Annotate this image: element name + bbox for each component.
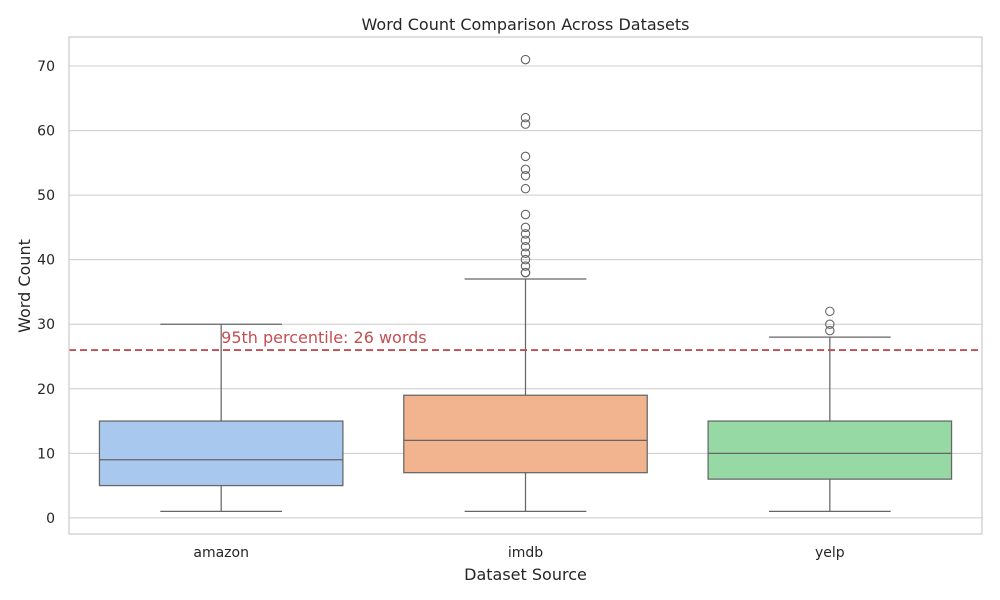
outlier-point: [520, 183, 531, 194]
y-tick-label: 60: [37, 124, 55, 140]
outlier-point: [825, 325, 835, 336]
y-tick-label: 20: [37, 382, 55, 398]
box-amazon: [98, 323, 344, 513]
box-iqr: [403, 394, 648, 474]
y-axis-title: Word Count: [15, 239, 34, 333]
outlier-point: [520, 151, 531, 162]
y-tick-label: 50: [37, 188, 55, 204]
reference-line-label: 95th percentile: 26 words: [221, 328, 426, 347]
y-tick-labels: 0 10 20 30 40 50 60 70: [37, 59, 55, 527]
outlier-point: [520, 112, 531, 123]
outlier-point: [520, 54, 531, 65]
outlier-point: [520, 164, 531, 175]
outlier-point: [520, 229, 531, 239]
outlier-point: [520, 171, 531, 181]
x-axis-title: Dataset Source: [464, 565, 587, 584]
outlier-point: [520, 242, 531, 252]
box-plots: [98, 54, 953, 513]
outlier-point: [520, 261, 531, 271]
box-iqr: [707, 420, 953, 480]
reference-line-group: 95th percentile: 26 words: [69, 328, 982, 351]
y-tick-label: 30: [37, 317, 55, 333]
x-tick-label: yelp: [815, 545, 845, 561]
x-tick-label: imdb: [508, 545, 543, 561]
outlier-point: [825, 306, 835, 317]
outlier-point: [520, 248, 531, 258]
outlier-point: [520, 119, 531, 129]
box-yelp: [707, 306, 953, 513]
chart-title: Word Count Comparison Across Datasets: [362, 15, 690, 34]
outlier-point: [825, 319, 835, 329]
plot-frame: [68, 36, 983, 535]
y-tick-label: 10: [37, 446, 55, 462]
x-tick-labels: amazon imdb yelp: [193, 545, 844, 561]
y-tick-label: 40: [37, 253, 55, 269]
box-iqr: [98, 420, 344, 487]
y-tick-label: 0: [46, 511, 55, 527]
outlier-point: [520, 235, 531, 246]
outlier-point: [520, 254, 531, 265]
outlier-point: [520, 222, 531, 233]
outlier-point: [520, 209, 531, 220]
box-imdb: [403, 54, 648, 513]
outlier-point: [520, 267, 531, 278]
x-tick-label: amazon: [193, 545, 249, 561]
y-tick-label: 70: [37, 59, 55, 75]
